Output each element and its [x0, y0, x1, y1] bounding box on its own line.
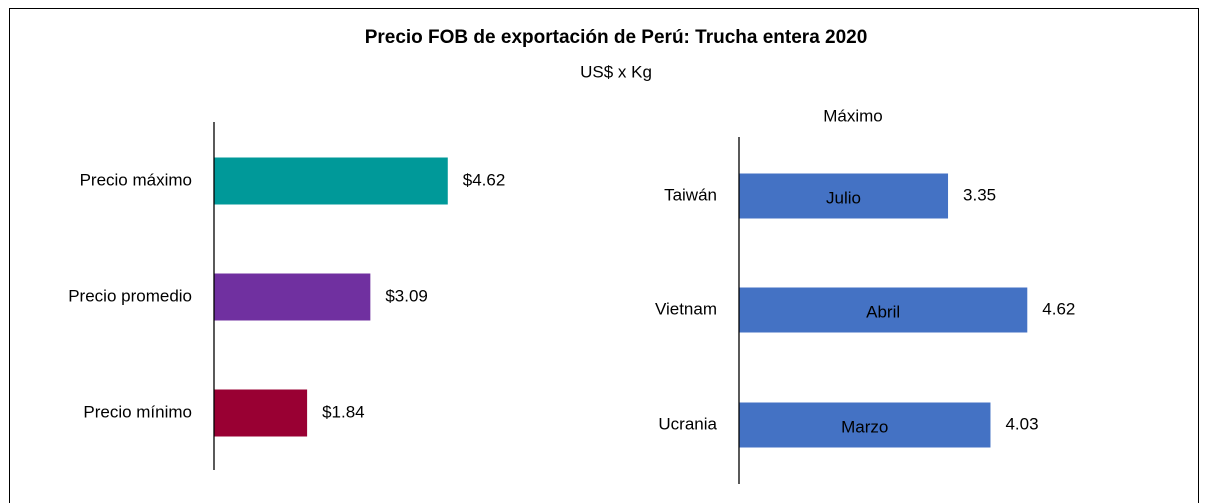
bar — [739, 173, 949, 219]
category-label: Taiwán — [664, 185, 717, 204]
frame — [9, 8, 1199, 503]
category-label: Precio mínimo — [83, 402, 192, 421]
bar — [739, 287, 1028, 333]
category-label: Precio máximo — [80, 170, 192, 189]
bar — [739, 402, 991, 448]
bar-annotation: Julio — [826, 188, 861, 207]
value-label: 4.03 — [1005, 414, 1038, 433]
value-label: $4.62 — [463, 170, 506, 189]
bar — [214, 157, 448, 205]
value-label: $3.09 — [385, 286, 428, 305]
bar — [214, 273, 371, 321]
chart-title: Precio FOB de exportación de Perú: Truch… — [365, 27, 868, 48]
value-label: $1.84 — [322, 402, 365, 421]
bar-annotation: Abril — [866, 302, 900, 321]
value-label: 3.35 — [963, 185, 996, 204]
value-label: 4.62 — [1042, 299, 1075, 318]
bar-annotation: Marzo — [841, 417, 888, 436]
panel-title: Máximo — [823, 106, 883, 125]
chart-subtitle: US$ x Kg — [580, 62, 652, 81]
category-label: Vietnam — [655, 299, 717, 318]
category-label: Precio promedio — [68, 286, 192, 305]
category-label: Ucrania — [658, 414, 717, 433]
bar — [214, 389, 308, 437]
